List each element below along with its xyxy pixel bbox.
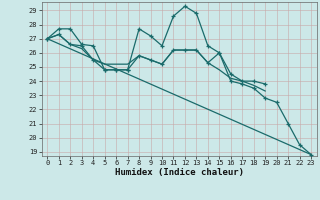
X-axis label: Humidex (Indice chaleur): Humidex (Indice chaleur): [115, 168, 244, 177]
